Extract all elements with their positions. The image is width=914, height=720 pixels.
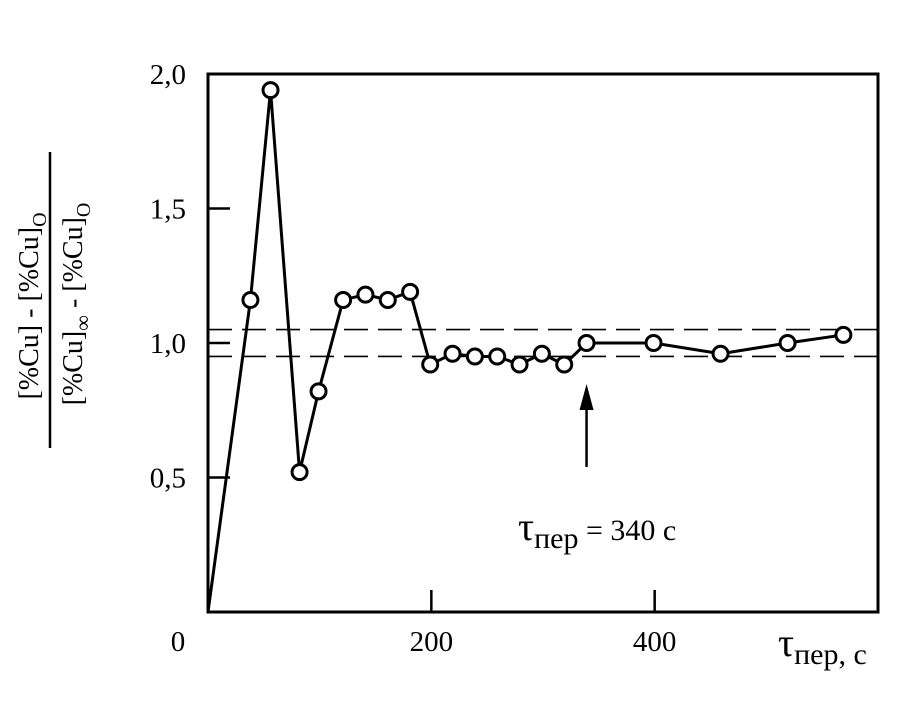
y-tick-label: 1,5 — [150, 194, 186, 226]
data-point — [644, 334, 663, 352]
data-point — [488, 347, 507, 366]
data-point — [443, 344, 462, 363]
annotation-value: = 340 с — [578, 514, 676, 547]
y-axis-label: [%Cu] - [%Cu]O [%Cu]∞ - [%Cu]O — [14, 152, 95, 448]
data-point — [555, 355, 574, 374]
y-axis-denominator: [%Cu]∞ - [%Cu]O — [58, 203, 95, 406]
x-axis-symbol: τ — [778, 620, 794, 665]
series-group — [206, 81, 853, 613]
y-axis-numerator: [%Cu] - [%Cu]O — [14, 212, 51, 399]
data-point — [241, 290, 260, 309]
data-point — [334, 290, 353, 309]
x-tick-label: 200 — [410, 626, 454, 658]
reference-lines — [208, 328, 878, 358]
data-point — [778, 334, 797, 352]
annotation-symbol: τ — [518, 504, 534, 549]
data-point — [290, 463, 309, 482]
annotation-arrow — [579, 384, 594, 467]
data-point — [465, 347, 484, 366]
data-point — [421, 355, 440, 374]
annotation-subscript: пер — [534, 522, 578, 555]
data-point — [401, 282, 420, 301]
x-tick-label: 0 — [171, 626, 186, 658]
data-point — [577, 334, 596, 352]
x-axis-subscript: пер — [794, 638, 838, 671]
x-axis-label: τпер, с — [778, 620, 867, 671]
x-tick-label: 400 — [633, 626, 677, 658]
data-point — [711, 344, 730, 363]
y-tick-label: 0,5 — [150, 463, 186, 495]
axis-ticks: 0,5 1,0 1,5 2,0 0 200 400 — [150, 59, 677, 658]
data-point — [261, 81, 280, 100]
data-point — [532, 344, 551, 363]
annotation-label: τпер = 340 с — [518, 504, 676, 555]
x-axis-unit: , с — [838, 638, 866, 671]
y-tick-label: 2,0 — [150, 59, 186, 91]
data-point — [834, 325, 853, 344]
y-tick-label: 1,0 — [150, 328, 186, 360]
data-point — [378, 290, 397, 309]
data-point — [309, 382, 328, 401]
data-point — [356, 285, 375, 304]
data-point — [510, 355, 529, 374]
